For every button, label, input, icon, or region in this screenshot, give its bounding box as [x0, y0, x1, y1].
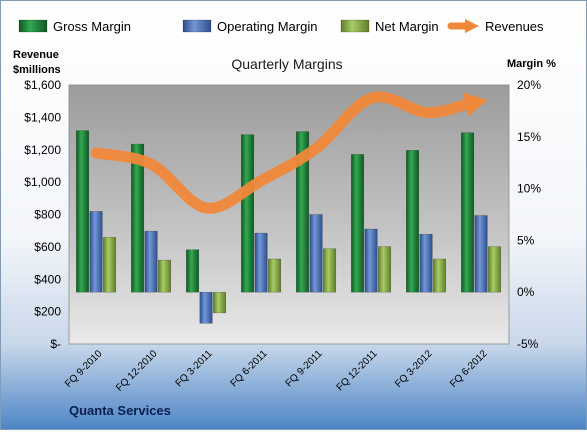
- bar-net-margin-0: [103, 237, 116, 292]
- left-tick-label: $800: [34, 208, 61, 222]
- legend-label: Net Margin: [375, 19, 439, 34]
- legend-label: Gross Margin: [53, 19, 131, 34]
- x-tick-label: FQ 12-2010: [114, 348, 160, 394]
- chart-title: Quarterly Margins: [231, 56, 342, 72]
- bar-gross-margin-5: [351, 154, 364, 292]
- legend-label: Operating Margin: [217, 19, 317, 34]
- bar-operating-margin-3: [255, 233, 267, 292]
- x-tick-label: FQ 3-2011: [174, 348, 215, 389]
- right-axis-ticks: 20% 15% 10% 5% 0% -5%: [517, 78, 541, 351]
- bar-gross-margin-0: [76, 131, 89, 293]
- right-tick-label: -5%: [517, 337, 539, 351]
- right-tick-label: 20%: [517, 78, 541, 92]
- bar-gross-margin-6: [406, 150, 419, 292]
- x-tick-label: FQ 6-2011: [229, 348, 270, 389]
- left-tick-label: $400: [34, 272, 61, 286]
- company-label: Quanta Services: [69, 403, 171, 418]
- x-tick-label: FQ 3-2012: [393, 348, 435, 390]
- legend-arrow-icon: [465, 19, 479, 33]
- legend-swatch-gross-margin: [19, 20, 47, 32]
- right-tick-label: 10%: [517, 182, 541, 196]
- left-axis-title-line-2: $millions: [13, 64, 61, 76]
- bar-gross-margin-3: [241, 135, 254, 293]
- bar-gross-margin-7: [461, 133, 474, 293]
- bar-operating-margin-1: [145, 231, 158, 292]
- bar-net-margin-3: [268, 259, 281, 292]
- legend: Gross Margin Operating Margin Net Margin Re…: [19, 19, 544, 34]
- left-tick-label: $200: [34, 305, 61, 319]
- x-tick-label: FQ 9-2010: [63, 348, 105, 390]
- legend-swatch-operating-margin: [183, 20, 211, 32]
- left-tick-label: $1,200: [24, 143, 61, 157]
- left-tick-label: $1,000: [24, 175, 61, 189]
- bar-net-margin-1: [158, 260, 171, 292]
- bar-net-margin-6: [433, 259, 446, 292]
- bar-net-margin-2: [213, 292, 226, 313]
- bar-operating-margin-5: [365, 229, 378, 292]
- bar-operating-margin-0: [90, 211, 103, 292]
- bar-net-margin-4: [323, 249, 336, 293]
- x-tick-label: FQ 6-2012: [448, 348, 490, 390]
- bar-operating-margin-7: [475, 216, 488, 293]
- left-axis-ticks: $1,600 $1,400 $1,200 $1,000 $800 $600 $400 $200…: [24, 78, 61, 351]
- right-axis-title: Margin %: [507, 58, 556, 70]
- legend-swatch-net-margin: [341, 20, 369, 32]
- right-tick-label: 15%: [517, 130, 541, 144]
- left-axis-title: Revenue $millions: [13, 49, 62, 76]
- x-tick-label: FQ 12-2011: [335, 348, 380, 393]
- bar-operating-margin-4: [310, 215, 323, 293]
- left-tick-label: $600: [34, 240, 61, 254]
- bar-net-margin-5: [378, 247, 391, 293]
- right-tick-label: 5%: [517, 233, 535, 247]
- left-tick-label: $1,400: [24, 110, 61, 124]
- left-tick-label: $1,600: [24, 78, 61, 92]
- right-tick-label: 0%: [517, 285, 535, 299]
- bar-net-margin-7: [488, 247, 501, 293]
- left-axis-title-line-1: Revenue: [13, 49, 59, 61]
- bar-gross-margin-2: [186, 250, 199, 293]
- legend-label: Revenues: [485, 19, 544, 34]
- bar-operating-margin-2: [200, 292, 213, 323]
- bar-operating-margin-6: [420, 234, 433, 292]
- x-tick-label: FQ 9-2011: [284, 348, 325, 389]
- left-tick-label: $-: [50, 337, 61, 351]
